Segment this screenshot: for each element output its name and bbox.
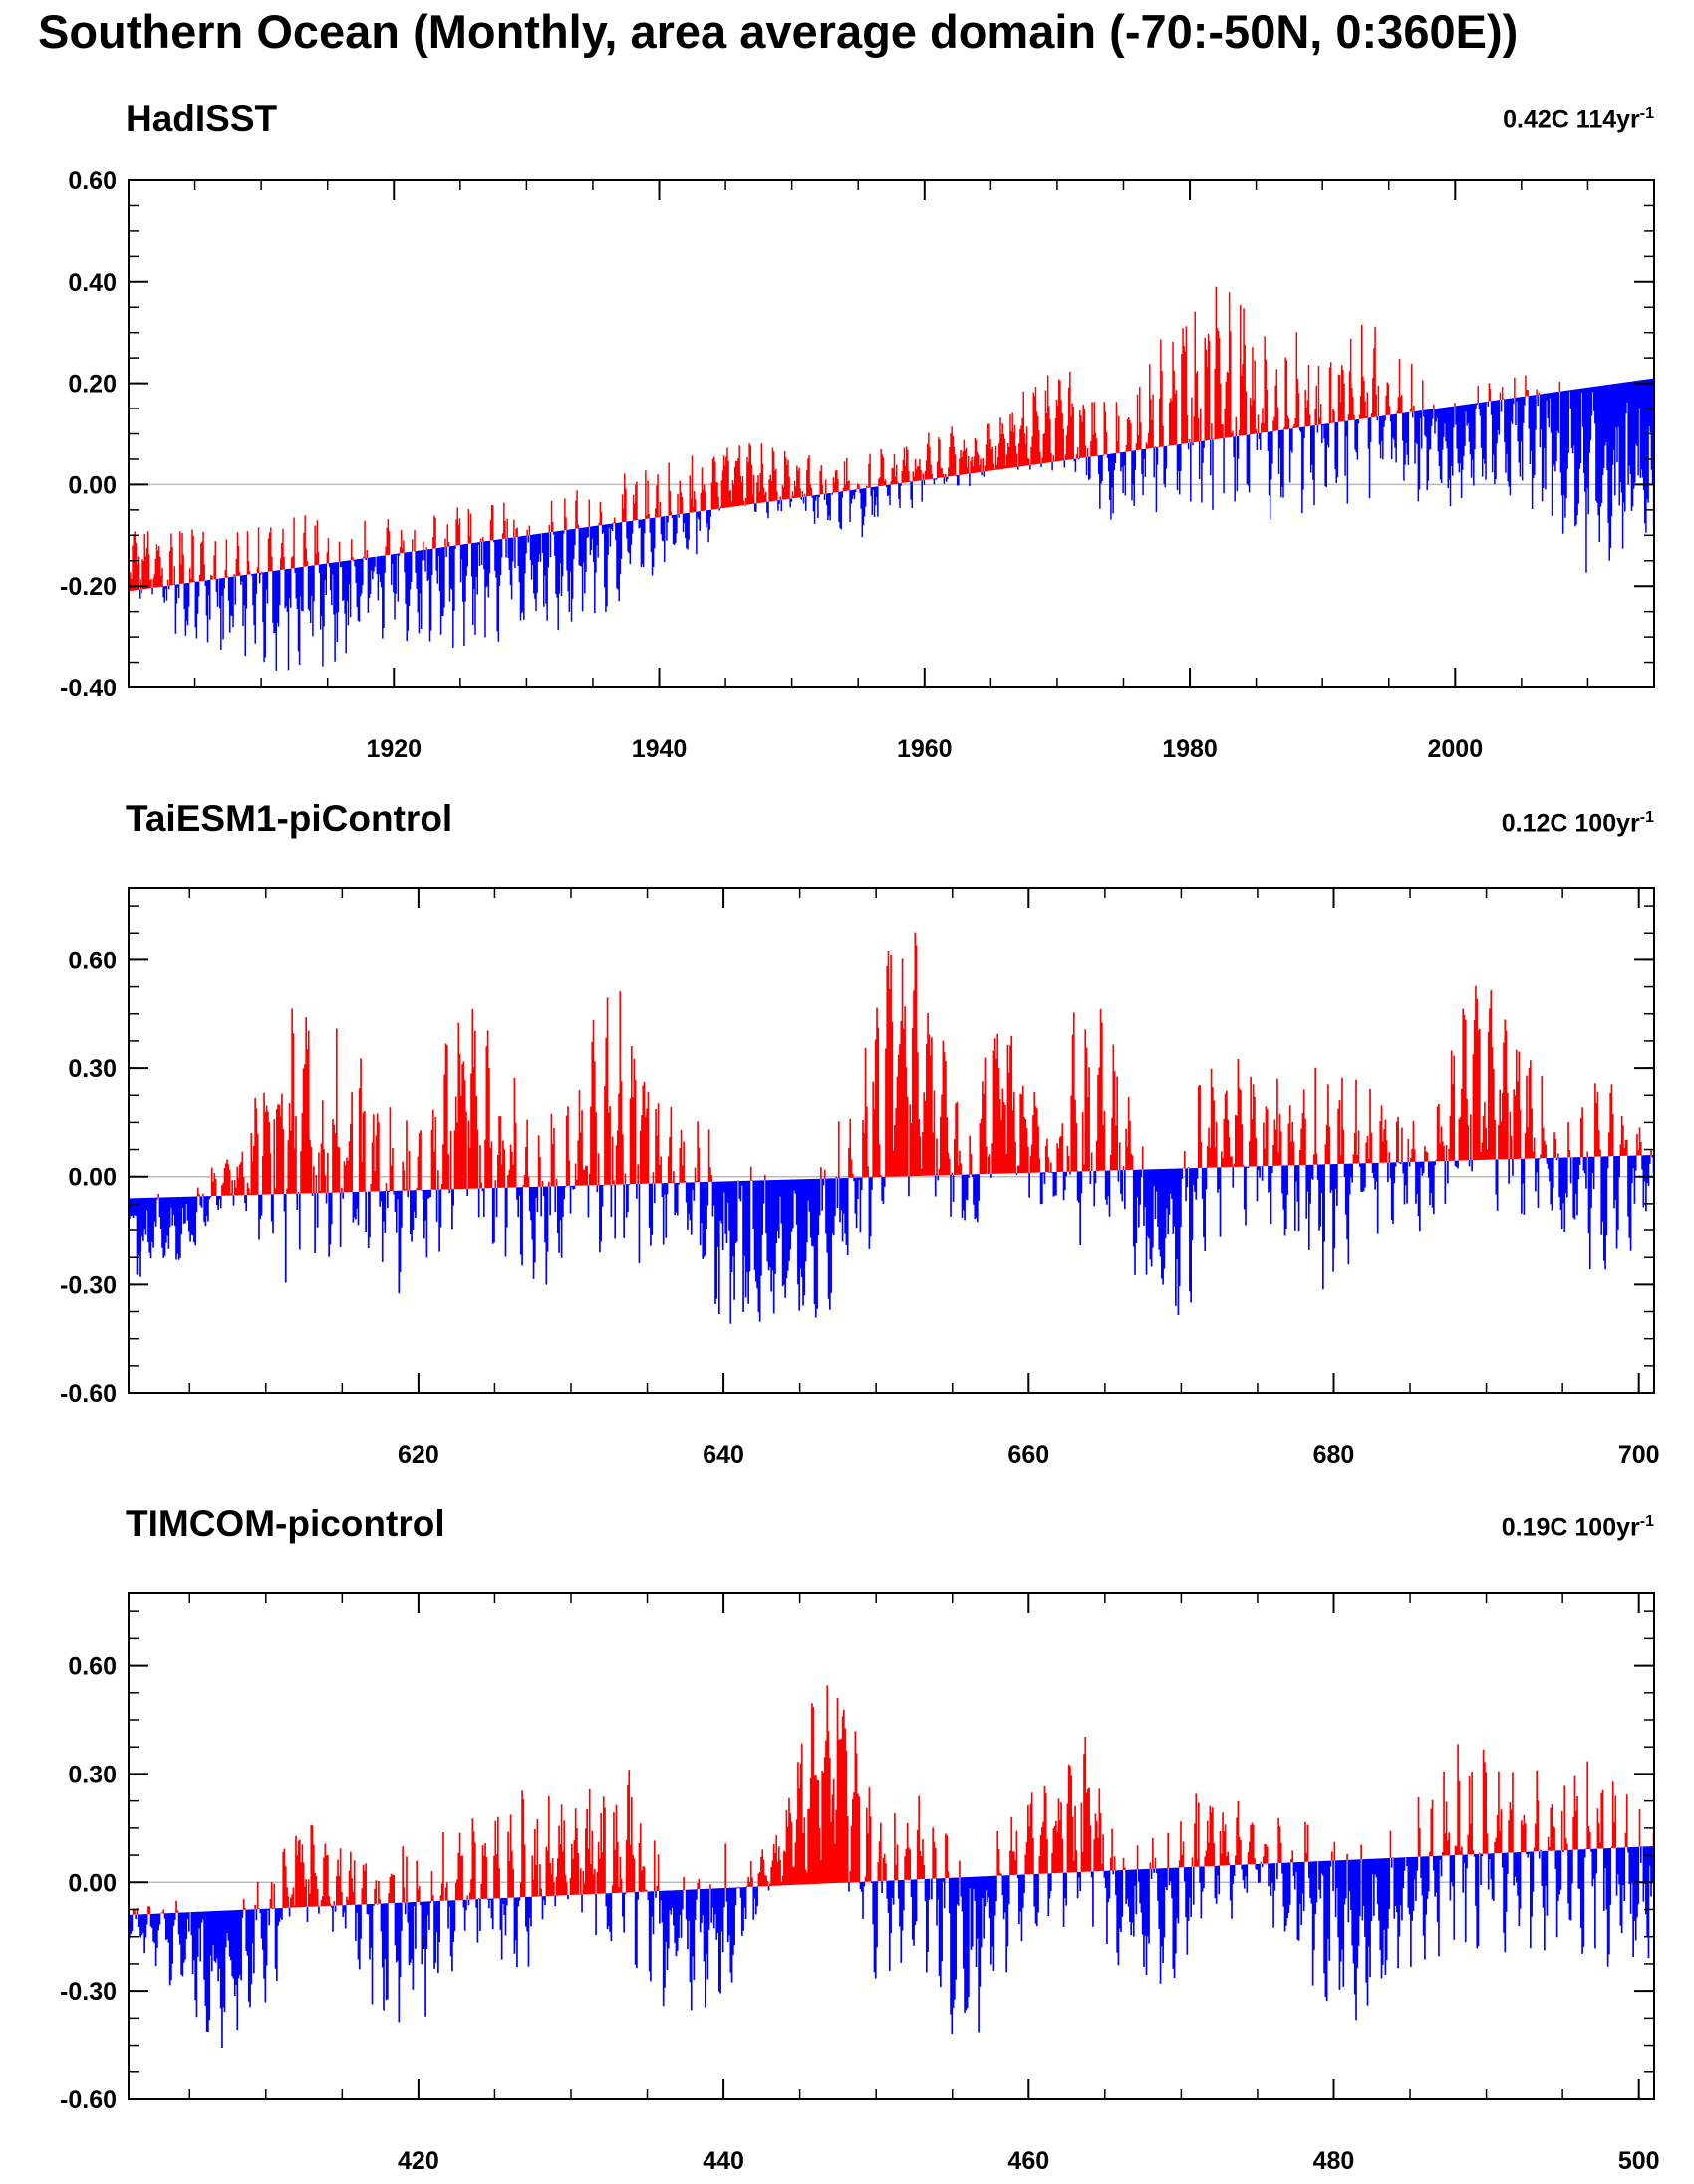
x-tick-label: 1940 bbox=[632, 735, 688, 763]
negative-anomaly-fill bbox=[138, 378, 1654, 671]
x-tick-label: 480 bbox=[1313, 2147, 1355, 2175]
y-tick-label: 0.60 bbox=[68, 167, 117, 195]
x-tick-label: 1980 bbox=[1162, 735, 1218, 763]
y-tick-label: -0.60 bbox=[60, 2086, 117, 2114]
x-tick-label: 1920 bbox=[366, 735, 422, 763]
negative-anomaly-fill bbox=[129, 1155, 1654, 1324]
y-tick-label: -0.40 bbox=[60, 675, 117, 702]
y-tick-label: 0.30 bbox=[68, 1761, 117, 1788]
panel-title-hadisst: HadISST bbox=[126, 98, 278, 138]
y-tick-label: -0.30 bbox=[60, 1271, 117, 1299]
trend-exponent: -1 bbox=[1639, 809, 1654, 826]
panel-title-timcom-picontrol: TIMCOM-picontrol bbox=[126, 1503, 445, 1544]
x-tick-label: 640 bbox=[703, 1441, 744, 1469]
panel-title-taiesm1-picontrol: TaiESM1-piControl bbox=[126, 798, 453, 839]
trend-exponent: -1 bbox=[1639, 105, 1654, 122]
y-tick-label: 0.20 bbox=[68, 371, 117, 399]
y-tick-label: 0.60 bbox=[68, 947, 117, 974]
trend-label-taiesm1: 0.12C 100yr-1 bbox=[1502, 809, 1654, 838]
y-tick-label: -0.20 bbox=[60, 573, 117, 601]
trend-value: 0.42C 114yr bbox=[1503, 105, 1640, 134]
y-tick-label: 0.00 bbox=[68, 471, 117, 499]
figure-title: Southern Ocean (Monthly, area average do… bbox=[38, 5, 1519, 58]
x-tick-label: 700 bbox=[1618, 1441, 1660, 1469]
x-tick-label: 2000 bbox=[1427, 735, 1483, 763]
trend-label-hadisst: 0.42C 114yr-1 bbox=[1503, 105, 1654, 134]
trend-exponent: -1 bbox=[1639, 1513, 1654, 1530]
y-tick-label: 0.30 bbox=[68, 1055, 117, 1083]
y-tick-label: -0.30 bbox=[60, 1978, 117, 2006]
x-tick-label: 440 bbox=[703, 2147, 744, 2175]
trend-value: 0.19C 100yr bbox=[1501, 1513, 1640, 1542]
positive-anomaly-fill bbox=[129, 286, 1561, 592]
x-tick-label: 420 bbox=[398, 2147, 439, 2175]
trend-value: 0.12C 100yr bbox=[1501, 809, 1640, 838]
x-tick-label: 1960 bbox=[897, 735, 953, 763]
trend-label-timcom: 0.19C 100yr-1 bbox=[1502, 1513, 1654, 1542]
x-tick-label: 460 bbox=[1007, 2147, 1049, 2175]
plot-frame bbox=[128, 887, 1655, 1394]
plot-frame bbox=[128, 1592, 1655, 2100]
x-tick-label: 680 bbox=[1313, 1441, 1355, 1469]
positive-anomaly-fill bbox=[157, 932, 1652, 1198]
x-tick-label: 500 bbox=[1618, 2147, 1660, 2175]
y-tick-label: -0.60 bbox=[60, 1380, 117, 1408]
y-tick-label: 0.00 bbox=[68, 1869, 117, 1897]
y-tick-label: 0.60 bbox=[68, 1653, 117, 1681]
x-tick-label: 620 bbox=[398, 1441, 439, 1469]
y-tick-label: 0.00 bbox=[68, 1164, 117, 1192]
negative-anomaly-fill bbox=[129, 1846, 1654, 2048]
y-tick-label: 0.40 bbox=[68, 269, 117, 297]
positive-anomaly-fill bbox=[132, 1685, 1654, 1915]
x-tick-label: 660 bbox=[1007, 1441, 1049, 1469]
